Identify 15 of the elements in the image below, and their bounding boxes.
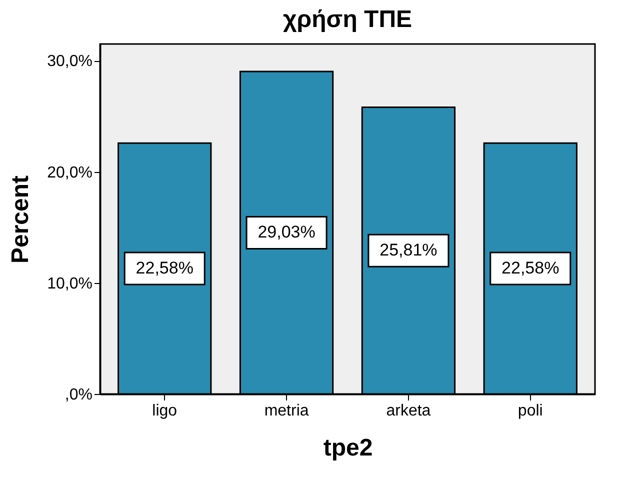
x-tick-label: arketa (386, 402, 431, 420)
y-tick-label: 30,0% (47, 53, 92, 70)
x-axis-title: tpe2 (323, 434, 373, 462)
x-tick-label: metria (264, 402, 309, 420)
y-tick-label: ,0% (64, 386, 92, 404)
data-label: 22,58% (502, 258, 560, 278)
y-axis-title: Percent (7, 175, 34, 264)
x-tick-label: ligo (152, 402, 178, 420)
data-label: 29,03% (258, 222, 316, 242)
x-tick-label: poli (518, 402, 543, 420)
data-label: 22,58% (136, 258, 194, 278)
data-label: 25,81% (380, 240, 438, 260)
y-tick-label: 10,0% (47, 275, 92, 292)
y-tick-label: 20,0% (47, 164, 92, 182)
chart-title: χρήση ΤΠΕ (282, 6, 412, 33)
